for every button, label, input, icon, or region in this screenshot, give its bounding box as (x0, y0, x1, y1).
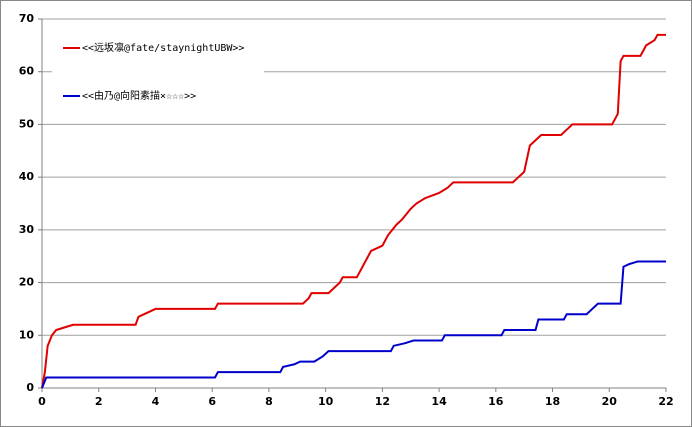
x-tick-label: 6 (208, 395, 216, 408)
legend-box (52, 33, 264, 111)
x-tick-label: 2 (95, 395, 103, 408)
x-tick-label: 10 (318, 395, 334, 408)
data-line (41, 33, 666, 389)
x-tick-label: 8 (265, 395, 273, 408)
x-tick-label: 18 (545, 395, 560, 408)
legend-label: <<由乃@向阳素描×☆☆☆>> (82, 89, 196, 102)
y-tick-label: 10 (19, 328, 35, 341)
y-tick-label: 50 (19, 117, 35, 130)
x-tick-label: 22 (658, 395, 673, 408)
x-tick-label: 14 (431, 395, 447, 408)
x-tick-label: 0 (38, 395, 46, 408)
y-tick-label: 0 (26, 381, 34, 394)
x-tick-label: 20 (602, 395, 618, 408)
y-tick-label: 30 (19, 223, 35, 236)
y-tick-label: 70 (19, 12, 35, 25)
y-tick-label: 40 (19, 170, 35, 183)
x-tick-label: 4 (152, 395, 160, 408)
y-tick-label: 20 (19, 276, 35, 289)
y-tick-label: 60 (19, 65, 35, 78)
x-tick-label: 16 (488, 395, 504, 408)
data-line (41, 260, 666, 389)
legend-label: <<远坂凛@fate/staynightUBW>> (82, 41, 244, 54)
x-tick-label: 12 (375, 395, 390, 408)
